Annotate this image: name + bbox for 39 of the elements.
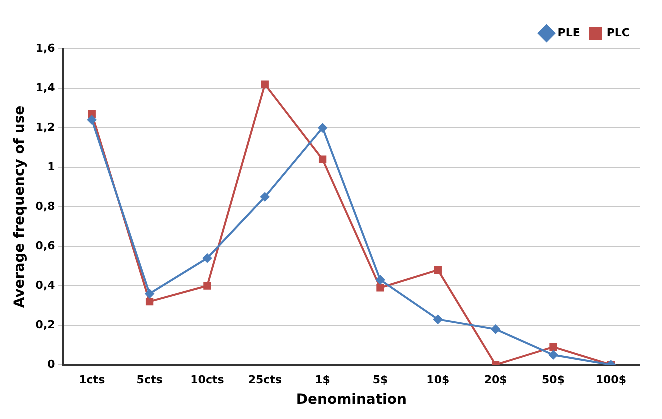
point [146, 298, 154, 306]
y-tick-label: 1,6 [36, 42, 56, 55]
x-tick-label: 5$ [372, 373, 388, 386]
y-axis-title: Average frequency of use [12, 106, 28, 308]
point [550, 343, 558, 352]
point [376, 276, 385, 285]
point [145, 289, 154, 298]
point [204, 282, 212, 290]
point [318, 124, 328, 132]
x-tick-label: 10$ [426, 373, 450, 386]
point [548, 350, 558, 360]
point [434, 266, 442, 274]
x-tick-label: 10cts [190, 373, 225, 386]
x-axis-title: Denomination [296, 392, 407, 408]
point [88, 116, 97, 125]
x-tick-label: 50$ [542, 373, 565, 386]
point [434, 315, 443, 324]
x-tick-label: 25cts [248, 373, 282, 386]
legend-label: PLC [606, 26, 630, 40]
y-tick-label: 1,2 [36, 120, 56, 134]
legend-label: PLE [558, 26, 580, 40]
x-tick-label: 5cts [136, 373, 164, 386]
y-tick-label: 0,2 [36, 318, 56, 332]
y-tick-label: 0,6 [36, 239, 56, 252]
point [261, 80, 269, 88]
y-tick-label: 1,4 [36, 81, 56, 94]
x-tick-label: 100$ [596, 373, 626, 386]
point [376, 284, 384, 292]
y-tick-label: 1 [48, 160, 56, 174]
point [202, 254, 212, 263]
x-tick-label: 1$ [315, 373, 330, 386]
point [491, 324, 500, 334]
x-tick-label: 20$ [484, 373, 508, 386]
y-tick-label: 0 [48, 358, 56, 371]
point [260, 192, 270, 202]
point [318, 156, 327, 164]
y-tick-label: 0,4 [36, 278, 56, 292]
x-tick-label: 1cts [79, 373, 106, 386]
y-tick-label: 0,8 [36, 200, 56, 213]
